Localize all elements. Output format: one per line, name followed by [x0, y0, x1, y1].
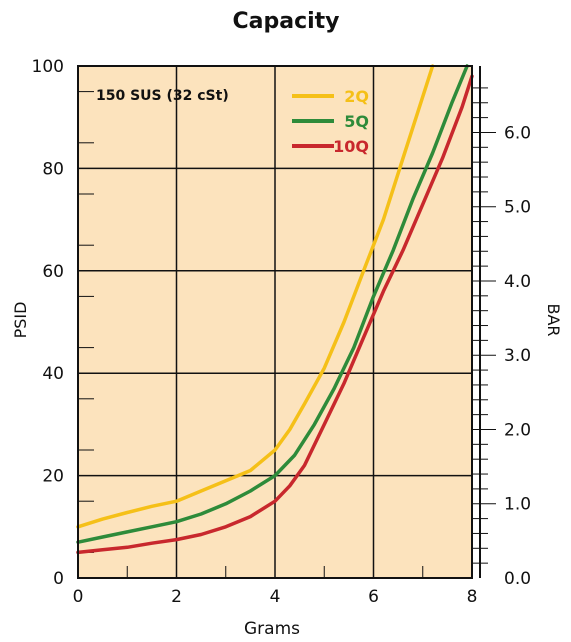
y2-tick-label: 2.0 [504, 420, 531, 440]
plot-frame [77, 65, 473, 579]
series-line-2q [76, 64, 435, 529]
y2-tick-label: 4.0 [504, 272, 531, 292]
data-series [76, 64, 474, 555]
x-tick-label: 8 [467, 587, 478, 607]
y-tick-label: 100 [32, 57, 64, 77]
y-tick-label: 60 [42, 262, 64, 282]
y2-tick-label: 5.0 [504, 198, 531, 218]
right-axis-minor-ticks [472, 87, 496, 564]
y2-tick-label: 6.0 [504, 123, 531, 143]
y2-tick-label: 3.0 [504, 346, 531, 366]
legend: 2Q 5Q 10Q [292, 87, 369, 156]
annotation-text: 150 SUS (32 cSt) [96, 88, 229, 104]
x-tick-label: 6 [368, 587, 379, 607]
series-line-5q [76, 64, 469, 544]
series-line-10q [76, 74, 474, 555]
y-tick-label: 20 [42, 467, 64, 487]
chart-title: Capacity [232, 9, 339, 34]
x-tick-label: 4 [270, 587, 281, 607]
y2-tick-labels: 0.0 1.0 2.0 3.0 4.0 5.0 6.0 [504, 123, 531, 589]
y-tick-labels: 0 20 40 60 80 100 [32, 57, 64, 589]
x-axis-label: Grams [244, 619, 300, 639]
y-axis-label: PSID [11, 302, 30, 339]
x-tick-label: 2 [171, 587, 182, 607]
y-tick-label: 40 [42, 364, 64, 384]
legend-label-2q: 2Q [344, 87, 369, 106]
x-tick-labels: 0 2 4 6 8 [73, 587, 478, 607]
y2-tick-label: 0.0 [504, 569, 531, 589]
y2-tick-label: 1.0 [504, 495, 531, 515]
y2-axis-label: BAR [544, 303, 563, 336]
legend-label-5q: 5Q [344, 112, 369, 131]
x-tick-label: 0 [73, 587, 84, 607]
legend-label-10q: 10Q [333, 137, 369, 156]
y-tick-label: 0 [53, 569, 64, 589]
y-tick-label: 80 [42, 159, 64, 179]
